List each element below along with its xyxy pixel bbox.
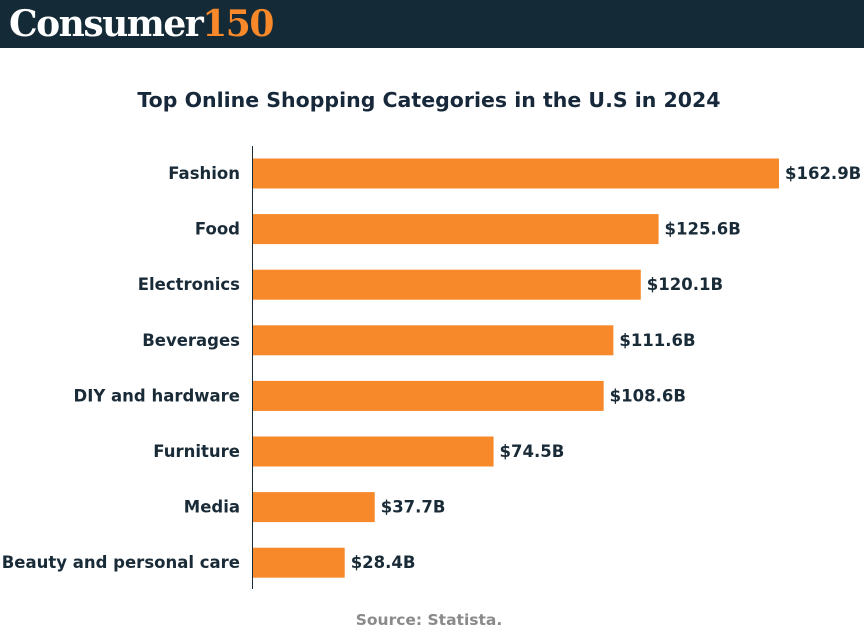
category-label: DIY and hardware bbox=[74, 386, 241, 405]
category-label: Beauty and personal care bbox=[2, 553, 240, 572]
bar[interactable] bbox=[253, 380, 604, 411]
value-label: $74.5B bbox=[500, 442, 565, 461]
value-label: $125.6B bbox=[665, 220, 741, 239]
category-label: Beverages bbox=[142, 331, 240, 350]
bar[interactable] bbox=[253, 269, 641, 300]
source-note: Source: Statista. bbox=[355, 611, 503, 629]
value-label: $28.4B bbox=[351, 553, 416, 572]
category-label: Fashion bbox=[168, 164, 240, 183]
category-label: Furniture bbox=[153, 442, 240, 461]
bar[interactable] bbox=[253, 158, 779, 189]
value-label: $37.7B bbox=[381, 498, 446, 517]
value-label: $162.9B bbox=[785, 164, 861, 183]
bar[interactable] bbox=[253, 436, 494, 467]
category-label: Electronics bbox=[138, 275, 240, 294]
bar[interactable] bbox=[253, 325, 614, 356]
value-label: $108.6B bbox=[610, 386, 686, 405]
logo-number: 150 bbox=[202, 3, 274, 45]
header-bar: Consumer150 bbox=[0, 0, 864, 48]
logo-word: Consumer bbox=[9, 3, 204, 45]
value-label: $111.6B bbox=[619, 331, 695, 350]
bar[interactable] bbox=[253, 547, 345, 578]
category-label: Food bbox=[195, 220, 240, 239]
bars-group: Fashion $162.9B Food $125.6B Electronics $120… bbox=[2, 158, 861, 578]
value-label: $120.1B bbox=[647, 275, 723, 294]
bar[interactable] bbox=[253, 214, 659, 245]
category-label: Media bbox=[184, 498, 240, 517]
bar[interactable] bbox=[253, 492, 375, 523]
brand-logo[interactable]: Consumer150 bbox=[9, 2, 274, 46]
chart-title: Top Online Shopping Categories in the U.… bbox=[137, 88, 721, 112]
